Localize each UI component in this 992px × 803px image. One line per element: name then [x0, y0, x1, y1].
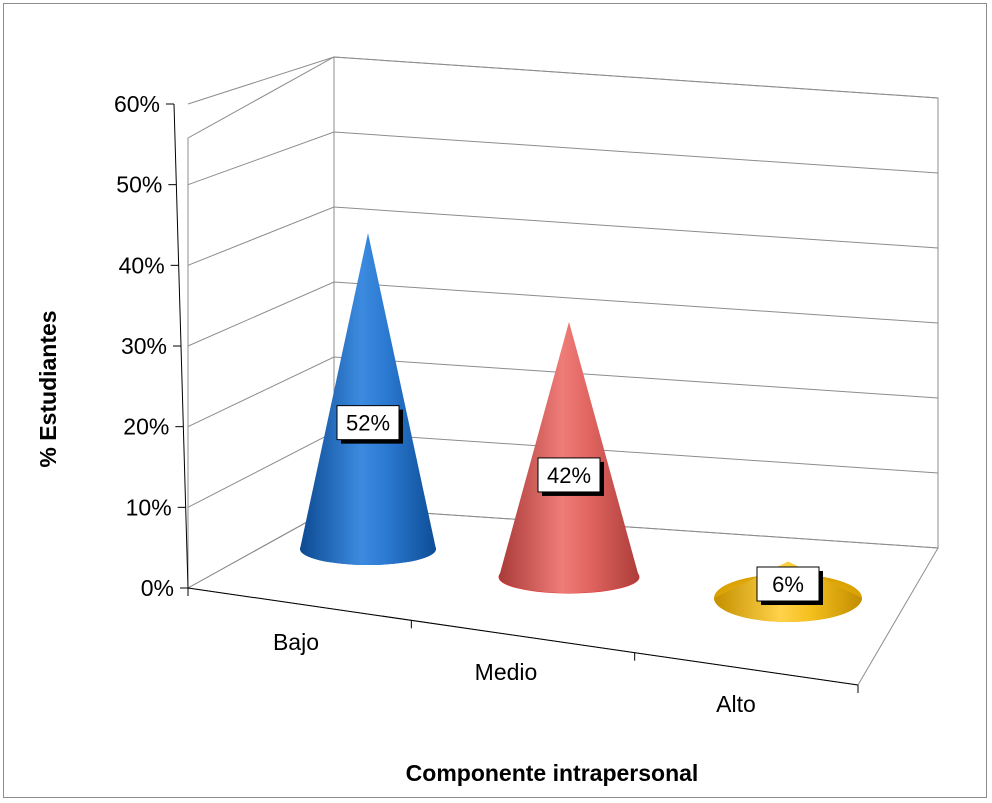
- y-tick-label: 40%: [119, 252, 165, 278]
- data-label-bajo: 52%: [336, 405, 403, 444]
- x-tick-label: Bajo: [273, 629, 319, 655]
- gridline: [187, 206, 939, 266]
- gridline: [187, 356, 939, 428]
- y-tick-label: 50%: [116, 172, 162, 198]
- x-tick-labels: Bajo Medio Alto: [187, 588, 859, 717]
- data-label-text: 42%: [547, 463, 591, 488]
- cones: [300, 233, 862, 622]
- data-label-text: 52%: [346, 411, 390, 436]
- cone-body: [499, 321, 639, 593]
- data-label-box: [537, 457, 601, 493]
- y-axis-title: % Estudiantes: [35, 310, 61, 467]
- y-tick-label: 30%: [121, 333, 167, 359]
- y-tick-labels: 0% 10% 20% 30% 40% 50% 60%: [114, 91, 188, 601]
- x-axis-title: Componente intrapersonal: [406, 760, 699, 786]
- y-tick-label: 10%: [126, 494, 172, 520]
- y-tick-label: 60%: [114, 91, 160, 117]
- x-axis-line: [187, 587, 859, 686]
- data-label-box: [756, 566, 820, 602]
- cone-body: [300, 233, 436, 565]
- data-label-alto: 6%: [756, 566, 823, 605]
- gridlines: [187, 56, 939, 508]
- data-label-box: [336, 405, 400, 441]
- x-tick-label: Medio: [475, 659, 538, 685]
- gridline: [187, 56, 939, 105]
- cone-bajo: [300, 233, 436, 565]
- cone-medio: [498, 321, 640, 594]
- y-tick-label: 20%: [123, 414, 169, 440]
- data-label-text: 6%: [772, 572, 804, 597]
- data-label-medio: 42%: [537, 457, 604, 496]
- gridline: [187, 281, 939, 347]
- data-labels: 52% 42% 6%: [336, 405, 823, 605]
- y-tick-label: 0%: [141, 575, 174, 601]
- x-tick-label: Alto: [716, 691, 756, 717]
- gridline: [187, 131, 939, 186]
